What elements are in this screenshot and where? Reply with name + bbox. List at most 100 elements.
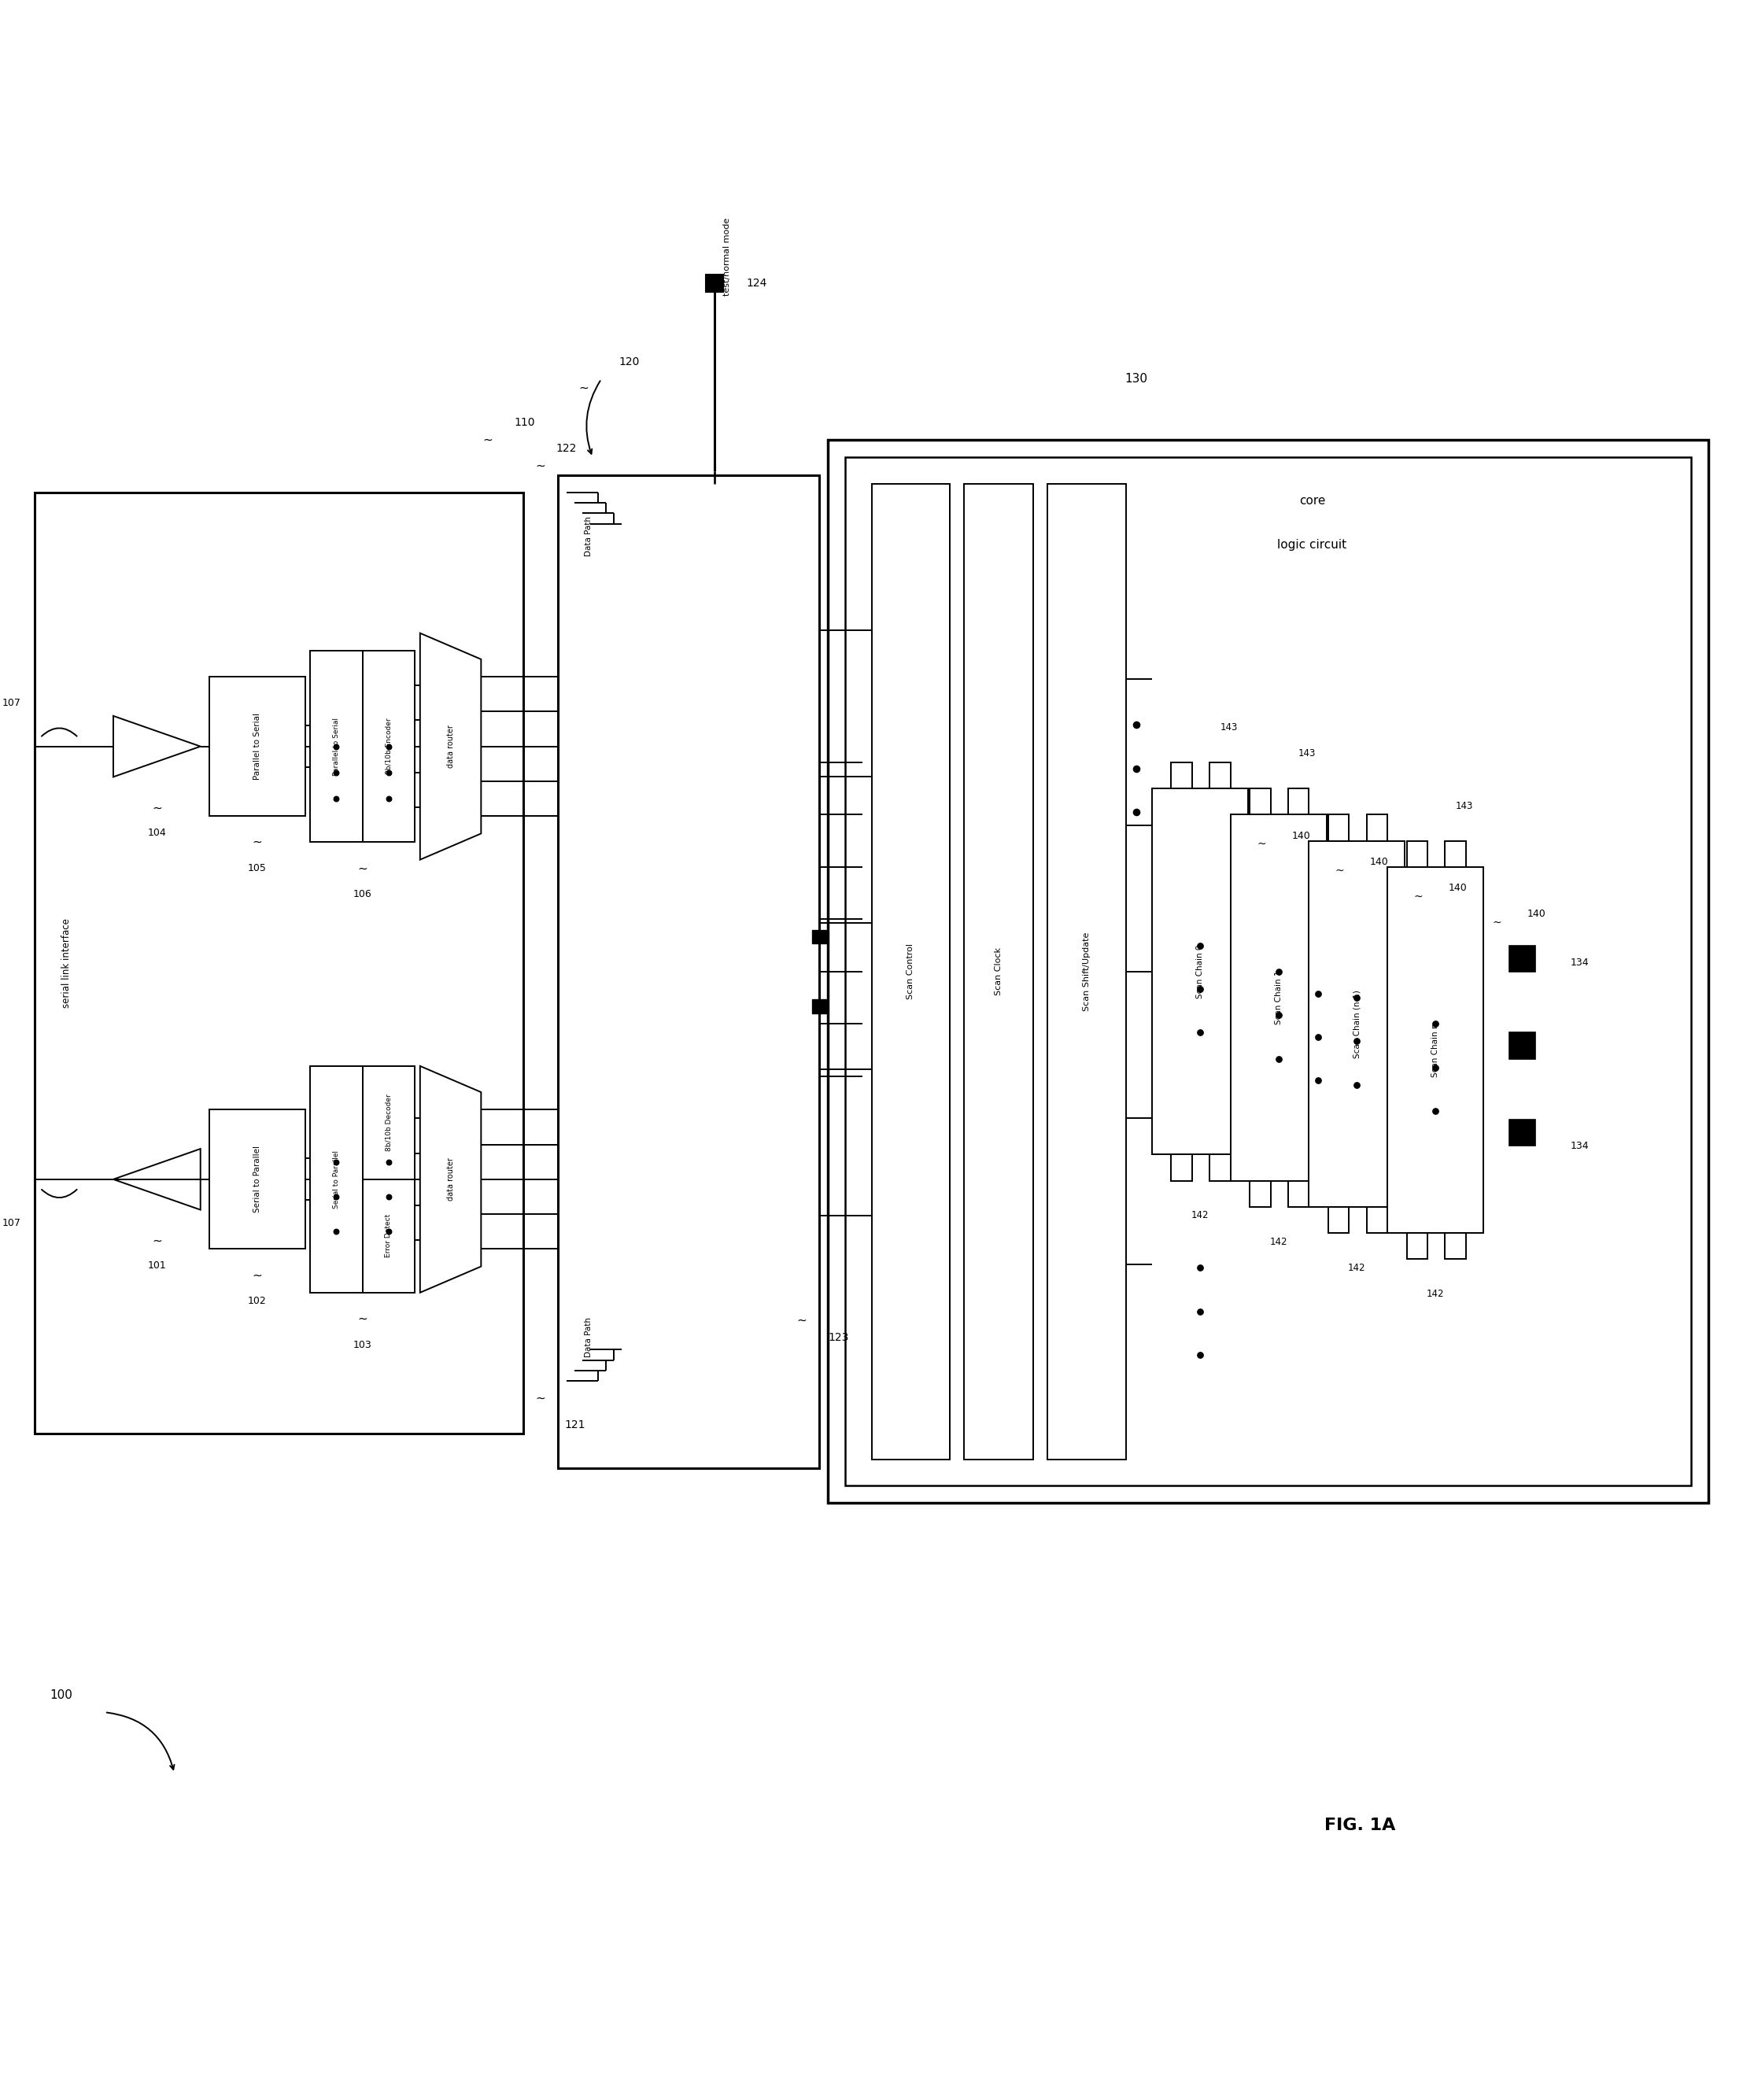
Point xyxy=(1185,1016,1213,1050)
Text: FIG. 1A: FIG. 1A xyxy=(1325,1819,1394,1833)
Point xyxy=(1342,1069,1370,1102)
Bar xyxy=(209,1109,305,1249)
Bar xyxy=(1367,815,1387,840)
Text: 121: 121 xyxy=(565,1420,586,1430)
Point xyxy=(1342,981,1370,1014)
Text: serial link interface: serial link interface xyxy=(61,918,71,1008)
Point xyxy=(375,1144,403,1178)
Point xyxy=(1185,972,1213,1006)
Polygon shape xyxy=(420,1067,481,1294)
Point xyxy=(1422,1008,1450,1042)
Text: Scan Chain 0: Scan Chain 0 xyxy=(1196,945,1204,997)
Text: 142: 142 xyxy=(1269,1237,1288,1247)
Text: ~: ~ xyxy=(1492,918,1501,928)
Bar xyxy=(706,275,723,292)
Point xyxy=(1304,1021,1332,1054)
Text: ~: ~ xyxy=(483,435,493,445)
Text: Serial to Parallel: Serial to Parallel xyxy=(253,1147,261,1214)
Point xyxy=(322,1214,350,1247)
Point xyxy=(1122,796,1150,830)
Bar xyxy=(1509,945,1536,972)
Text: Scan Chain n: Scan Chain n xyxy=(1431,1023,1440,1077)
Text: 100: 100 xyxy=(49,1688,73,1701)
Point xyxy=(1342,1025,1370,1058)
Bar xyxy=(1171,1155,1192,1180)
Text: 142: 142 xyxy=(1347,1262,1367,1273)
Text: 120: 120 xyxy=(619,357,640,367)
Point xyxy=(375,1180,403,1214)
Text: Serial to Parallel: Serial to Parallel xyxy=(333,1151,340,1207)
Bar xyxy=(1210,762,1231,790)
Bar xyxy=(1445,1233,1466,1260)
Text: 143: 143 xyxy=(1220,722,1238,733)
Text: Scan Control: Scan Control xyxy=(906,943,915,1000)
Text: Parallel to Serial: Parallel to Serial xyxy=(333,718,340,775)
Text: 140: 140 xyxy=(1527,909,1546,920)
Point xyxy=(1265,1042,1293,1075)
Text: Parallel to Serial: Parallel to Serial xyxy=(253,714,261,779)
Bar xyxy=(1048,483,1126,1460)
Bar xyxy=(1328,1208,1349,1233)
Text: ~: ~ xyxy=(535,1392,546,1405)
Bar xyxy=(964,483,1034,1460)
Bar xyxy=(812,930,826,943)
Point xyxy=(1422,1094,1450,1128)
Text: 140: 140 xyxy=(1448,882,1468,892)
Point xyxy=(1265,956,1293,989)
Point xyxy=(1122,708,1150,741)
Text: Scan Chain 1: Scan Chain 1 xyxy=(1274,970,1283,1025)
Polygon shape xyxy=(420,632,481,859)
Text: ~: ~ xyxy=(1335,865,1344,876)
Text: Data Path: Data Path xyxy=(584,1317,593,1357)
Text: 122: 122 xyxy=(556,443,577,454)
Bar xyxy=(828,441,1708,1504)
Bar xyxy=(1152,790,1248,1155)
Text: 143: 143 xyxy=(1299,748,1316,758)
Bar xyxy=(1210,1155,1231,1180)
Point xyxy=(1265,997,1293,1031)
Text: ~: ~ xyxy=(253,836,261,848)
Bar xyxy=(1250,1180,1271,1207)
Text: Scan Chain (n-1): Scan Chain (n-1) xyxy=(1353,989,1361,1058)
Point xyxy=(322,781,350,815)
Text: 110: 110 xyxy=(514,418,535,428)
Text: core: core xyxy=(1299,496,1325,506)
Point xyxy=(1185,1338,1213,1371)
Text: 102: 102 xyxy=(248,1296,267,1306)
Bar xyxy=(35,491,523,1434)
Point xyxy=(1304,1065,1332,1098)
Point xyxy=(375,756,403,790)
Point xyxy=(1185,928,1213,962)
Bar xyxy=(1445,840,1466,867)
Text: 142: 142 xyxy=(1426,1289,1445,1300)
Text: ~: ~ xyxy=(535,460,546,472)
Text: ~: ~ xyxy=(797,1315,807,1325)
Text: 105: 105 xyxy=(248,863,267,874)
Text: 130: 130 xyxy=(1124,374,1147,384)
Bar xyxy=(1171,762,1192,790)
Text: 143: 143 xyxy=(1455,800,1473,811)
Text: 140: 140 xyxy=(1292,830,1311,840)
Point xyxy=(1304,976,1332,1010)
Text: 104: 104 xyxy=(148,827,166,838)
Point xyxy=(1122,752,1150,785)
Text: 8b/10b Decoder: 8b/10b Decoder xyxy=(385,1094,392,1151)
Text: 101: 101 xyxy=(148,1260,166,1270)
Bar xyxy=(1309,840,1405,1208)
Text: 134: 134 xyxy=(1570,958,1590,968)
Text: logic circuit: logic circuit xyxy=(1278,540,1347,550)
Point xyxy=(322,1144,350,1178)
Text: ~: ~ xyxy=(357,863,368,874)
Bar xyxy=(310,1067,415,1294)
Bar xyxy=(1288,1180,1309,1207)
Text: Scan Shift/Update: Scan Shift/Update xyxy=(1082,932,1091,1010)
Point xyxy=(322,756,350,790)
Text: 123: 123 xyxy=(828,1331,849,1344)
Text: 142: 142 xyxy=(1190,1210,1210,1220)
Text: ~: ~ xyxy=(1414,890,1422,903)
Point xyxy=(1185,1252,1213,1285)
Bar xyxy=(845,458,1691,1485)
Text: data router: data router xyxy=(446,724,455,769)
Bar xyxy=(209,676,305,817)
Text: Scan Clock: Scan Clock xyxy=(995,947,1002,995)
